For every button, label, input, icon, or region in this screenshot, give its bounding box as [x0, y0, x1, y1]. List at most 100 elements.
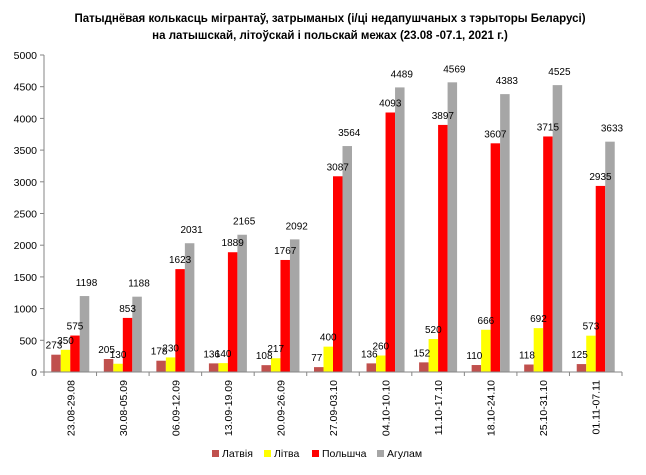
bar-Літва: [533, 328, 544, 372]
legend-swatch: [264, 450, 271, 457]
y-axis: 0 500 1000 1500 2000 2500 3000 3500 4000 4500 5000: [14, 50, 45, 379]
data-label: 575: [67, 322, 84, 333]
bar-Літва: [270, 358, 281, 372]
x-axis: 23.08-29.08 30.08-05.09 06.09-12.09 13.09-1…: [43, 371, 623, 436]
bar-Латвія: [366, 363, 377, 372]
bar-Латвія: [419, 362, 429, 372]
bar-Польшча: [385, 112, 396, 373]
data-label: 273: [46, 341, 63, 352]
bar-Польшча: [227, 252, 238, 372]
y-tick-label: 500: [19, 335, 37, 347]
data-label: 573: [583, 322, 600, 333]
data-label: 1889: [222, 238, 245, 249]
y-tick-label: 3000: [14, 177, 38, 189]
data-label: 140: [215, 349, 232, 360]
bar-Польшча: [280, 259, 290, 372]
data-label: 692: [530, 314, 547, 325]
x-tick-label: 04.10-10.10: [381, 380, 393, 436]
data-label: 260: [372, 342, 389, 353]
y-tick-label: 0: [31, 367, 37, 379]
x-tick-label: 27.09-03.10: [328, 380, 340, 436]
x-tick-label: 13.09-19.09: [223, 380, 235, 436]
x-tick-label: 18.10-24.10: [486, 380, 498, 436]
data-label: 108: [256, 351, 273, 362]
x-tick-label: 06.09-12.09: [170, 380, 182, 436]
bar-Латвія: [261, 365, 271, 372]
data-label: 136: [203, 349, 220, 360]
bar-Літва: [481, 329, 491, 372]
data-label: 2092: [286, 221, 309, 232]
chart-title-line-1: Патыднёвая колькасць мігрантаў, затрыман…: [74, 13, 585, 25]
legend-label: Агулам: [387, 448, 422, 460]
data-label: 4489: [391, 69, 414, 80]
bar-Латвія: [51, 354, 61, 372]
bar-Латвія: [576, 364, 587, 372]
data-label: 3715: [537, 122, 560, 133]
data-label: 3633: [601, 124, 624, 135]
data-label: 136: [361, 349, 378, 360]
x-tick-label: 30.08-05.09: [118, 380, 130, 436]
bar-Агулам: [79, 296, 90, 372]
data-label: 1188: [128, 279, 150, 290]
data-label: 853: [119, 304, 136, 315]
data-label: 1198: [76, 278, 98, 289]
legend-label: Латвія: [222, 448, 253, 460]
data-label: 77: [311, 353, 323, 364]
bar-Літва: [165, 357, 176, 372]
data-label: 2031: [180, 225, 203, 236]
bar-Польшча: [438, 124, 448, 372]
bar-Літва: [60, 349, 71, 372]
data-label: 110: [466, 351, 482, 362]
data-label: 4093: [379, 99, 402, 110]
bar-Польшча: [70, 335, 80, 372]
data-label: 4525: [548, 67, 571, 78]
legend: Латвія Літва Польшча Агулам: [212, 448, 422, 460]
legend-label: Літва: [274, 448, 299, 460]
bar-Польшча: [122, 317, 133, 372]
legend-swatch: [212, 450, 219, 457]
data-label: 130: [110, 350, 127, 361]
y-tick-label: 2500: [14, 209, 38, 221]
data-label: 350: [57, 336, 74, 347]
bar-Польшча: [543, 136, 553, 372]
x-tick-label: 01.11-07.11: [591, 380, 603, 435]
data-label: 230: [162, 343, 179, 354]
y-tick-label: 1000: [14, 304, 38, 316]
legend-swatch: [312, 450, 319, 457]
bar-Агулам: [395, 87, 405, 372]
data-label: 666: [478, 316, 495, 327]
data-label: 3087: [327, 162, 350, 173]
bar-Агулам: [342, 146, 352, 372]
data-label: 1623: [169, 255, 192, 266]
bar-Літва: [586, 335, 596, 372]
data-label: 217: [267, 344, 284, 355]
bar-Літва: [113, 363, 123, 372]
y-tick-label: 3500: [14, 145, 38, 157]
y-tick-label: 1500: [14, 272, 38, 284]
data-label: 4383: [496, 76, 519, 87]
chart-title-line-2: на латышскай, літоўскай і польскай межах…: [152, 30, 508, 42]
bar-Агулам: [289, 239, 300, 372]
bar-Латвія: [314, 367, 324, 372]
data-label: 3897: [432, 111, 455, 122]
legend-label: Польшча: [322, 448, 367, 460]
data-label: 1767: [274, 246, 297, 257]
data-label: 178: [151, 347, 168, 358]
x-tick-label: 25.10-31.10: [538, 380, 550, 436]
x-tick-label: 11.10-17.10: [433, 380, 445, 435]
bar-Агулам: [605, 141, 615, 372]
bar-Агулам: [500, 94, 510, 372]
y-tick-label: 4500: [14, 82, 38, 94]
bar-Латвія: [524, 364, 534, 372]
bar-Літва: [428, 339, 439, 372]
y-tick-label: 2000: [14, 240, 38, 252]
y-tick-label: 4000: [14, 113, 38, 125]
bar-Латвія: [156, 360, 166, 372]
legend-swatch: [377, 450, 384, 457]
bar-Польшча: [333, 176, 343, 372]
bar-Агулам: [184, 243, 195, 372]
data-label: 3607: [484, 129, 507, 140]
x-tick-label: 20.09-26.09: [275, 380, 287, 436]
bar-Латвія: [103, 359, 114, 372]
